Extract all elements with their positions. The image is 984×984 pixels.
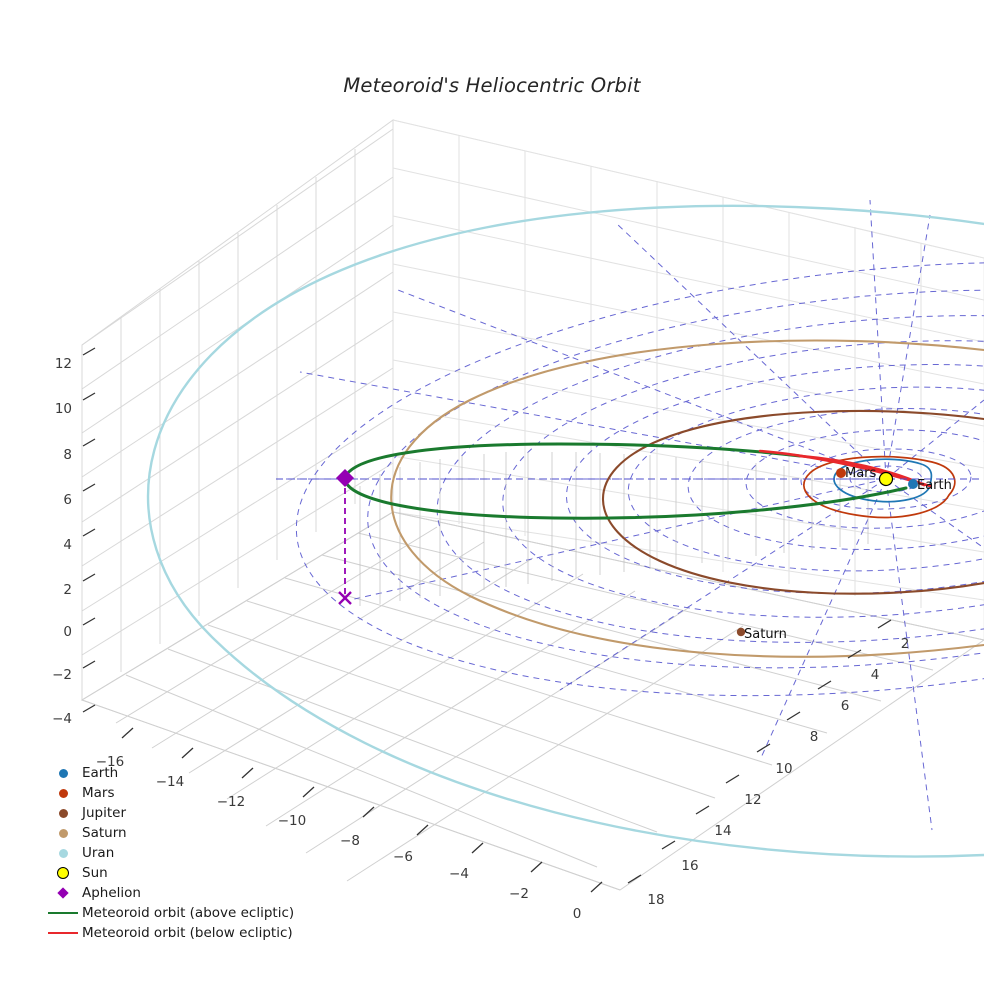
legend-item-uran[interactable]: Uran xyxy=(44,843,304,863)
legend-label: Saturn xyxy=(82,825,127,841)
saturn-orbit-path xyxy=(390,339,984,658)
y-tick-label: 4 xyxy=(871,667,880,683)
z-tick-label: 4 xyxy=(63,537,72,553)
x-axis-tick-labels: −16 −14 −12 −10 −8 −6 −4 −2 0 xyxy=(96,754,582,922)
sun-marker xyxy=(878,471,894,487)
y-tick-label: 10 xyxy=(775,761,792,777)
legend-label: Aphelion xyxy=(82,885,141,901)
saturn-marker-icon xyxy=(44,823,82,843)
z-tick-label: 2 xyxy=(63,582,72,598)
x-tick-label: −6 xyxy=(393,849,413,865)
z-tick-label: 12 xyxy=(55,356,72,372)
legend-item-earth[interactable]: Earth xyxy=(44,763,304,783)
x-tick-label: −10 xyxy=(278,813,307,829)
aphelion-diamond-icon xyxy=(44,883,82,903)
earth-label: Earth xyxy=(917,478,952,493)
y-tick-label: 16 xyxy=(681,858,698,874)
legend-item-meteoroid-above[interactable]: Meteoroid orbit (above ecliptic) xyxy=(44,903,304,923)
x-tick-label: −14 xyxy=(156,774,185,790)
mars-marker-icon xyxy=(44,783,82,803)
meteoroid-above-ecliptic-path xyxy=(343,442,802,480)
mars-marker xyxy=(836,468,846,478)
y-tick-label: 6 xyxy=(841,698,850,714)
legend-item-sun[interactable]: Sun xyxy=(44,863,304,883)
legend-label: Meteoroid orbit (below ecliptic) xyxy=(82,925,293,941)
aphelion-diamond-marker xyxy=(336,469,354,487)
y-axis-ticks xyxy=(627,619,892,884)
uran-marker-icon xyxy=(44,843,82,863)
legend-label: Earth xyxy=(82,765,119,781)
x-tick-label: −4 xyxy=(449,866,469,882)
z-axis-tick-labels: 12 10 8 6 4 2 0 −2 −4 xyxy=(52,356,72,727)
jupiter-orbit-path xyxy=(602,409,984,595)
saturn-label: Saturn xyxy=(744,627,787,642)
mars-label: Mars xyxy=(845,466,877,481)
y-tick-label: 12 xyxy=(744,792,761,808)
legend-item-aphelion[interactable]: Aphelion xyxy=(44,883,304,903)
z-tick-label: −2 xyxy=(52,667,72,683)
y-tick-label: 18 xyxy=(647,892,664,908)
earth-marker xyxy=(908,479,918,489)
legend-item-jupiter[interactable]: Jupiter xyxy=(44,803,304,823)
y-tick-label: 8 xyxy=(810,729,819,745)
legend-item-meteoroid-below[interactable]: Meteoroid orbit (below ecliptic) xyxy=(44,923,304,943)
page-title: Meteoroid's Heliocentric Orbit xyxy=(343,74,641,97)
y-tick-label: 2 xyxy=(901,636,910,652)
polar-grid xyxy=(276,199,984,831)
x-tick-label: −16 xyxy=(96,754,125,770)
meteoroid-above-ecliptic-path-lower xyxy=(343,478,908,520)
legend-label: Mars xyxy=(82,785,115,801)
legend: Earth Mars Jupiter Saturn Uran xyxy=(44,763,304,943)
uran-orbit-path xyxy=(146,204,984,858)
legend-item-mars[interactable]: Mars xyxy=(44,783,304,803)
legend-label: Sun xyxy=(82,865,108,881)
saturn-marker xyxy=(736,627,746,637)
x-tick-label: −12 xyxy=(217,794,246,810)
x-axis-ticks xyxy=(121,727,603,893)
aphelion-projection-x-marker xyxy=(338,591,352,605)
y-tick-label: 14 xyxy=(714,823,731,839)
z-tick-label: 0 xyxy=(63,624,72,640)
red-line-icon xyxy=(44,923,82,943)
y-axis-tick-labels: 2 4 6 8 10 12 14 16 18 xyxy=(647,636,909,908)
legend-label: Meteoroid orbit (above ecliptic) xyxy=(82,905,295,921)
legend-item-saturn[interactable]: Saturn xyxy=(44,823,304,843)
z-tick-label: −4 xyxy=(52,711,72,727)
aphelion-group xyxy=(336,469,354,605)
earth-marker-icon xyxy=(44,763,82,783)
z-tick-label: 8 xyxy=(63,447,72,463)
z-tick-label: 6 xyxy=(63,492,72,508)
mars-orbit-path xyxy=(803,455,956,519)
x-tick-label: −2 xyxy=(509,886,529,902)
x-tick-label: −8 xyxy=(340,833,360,849)
legend-label: Jupiter xyxy=(82,805,127,821)
body-markers xyxy=(736,468,918,637)
legend-label: Uran xyxy=(82,845,115,861)
jupiter-marker-icon xyxy=(44,803,82,823)
z-tick-label: 10 xyxy=(55,401,72,417)
green-line-icon xyxy=(44,903,82,923)
sun-marker-icon xyxy=(44,863,82,883)
x-tick-label: 0 xyxy=(573,906,582,922)
axes-floor xyxy=(80,511,984,891)
z-axis-ticks xyxy=(82,347,96,713)
